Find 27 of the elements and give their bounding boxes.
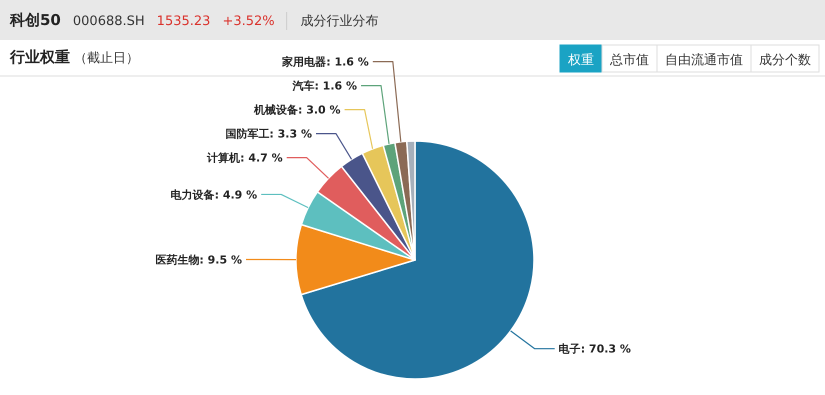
text: 总市值 bbox=[609, 53, 649, 68]
slice-label: 医药生物 bbox=[155, 254, 200, 267]
chart-title: 行业权重 bbox=[9, 48, 70, 66]
text: +3.52% bbox=[222, 14, 275, 29]
chart-subtitle: （截止日） bbox=[74, 51, 139, 66]
slice-label: 计算机 bbox=[206, 152, 240, 165]
slice-label: 电力设备 bbox=[170, 188, 215, 202]
text: 成分个数 bbox=[759, 53, 811, 68]
data-label: : 3.0 % bbox=[298, 104, 341, 117]
text: 1535.23 bbox=[156, 14, 210, 29]
data-label: : 4.9 % bbox=[214, 188, 258, 202]
text: 自由流通市值 bbox=[665, 52, 743, 68]
data-label: : 1.6 % bbox=[326, 56, 369, 69]
slice-label: 家用电器 bbox=[281, 56, 326, 69]
text: 科创50 bbox=[9, 11, 61, 29]
data-label: : 4.7 % bbox=[240, 152, 283, 165]
text: 成分行业分布 bbox=[300, 14, 379, 29]
data-label: : 1.6 % bbox=[314, 80, 358, 93]
slice-label: 汽车 bbox=[291, 80, 314, 93]
slice-label: 国防军工 bbox=[225, 128, 270, 141]
data-label: : 70.3 % bbox=[580, 342, 631, 356]
text: 000688.SH bbox=[72, 14, 145, 29]
slice-label: 机械设备 bbox=[253, 104, 298, 117]
data-label: : 9.5 % bbox=[199, 254, 242, 267]
data-label: : 3.3 % bbox=[269, 128, 312, 141]
text: 权重 bbox=[567, 53, 594, 68]
slice-label: 电子 bbox=[558, 342, 581, 356]
